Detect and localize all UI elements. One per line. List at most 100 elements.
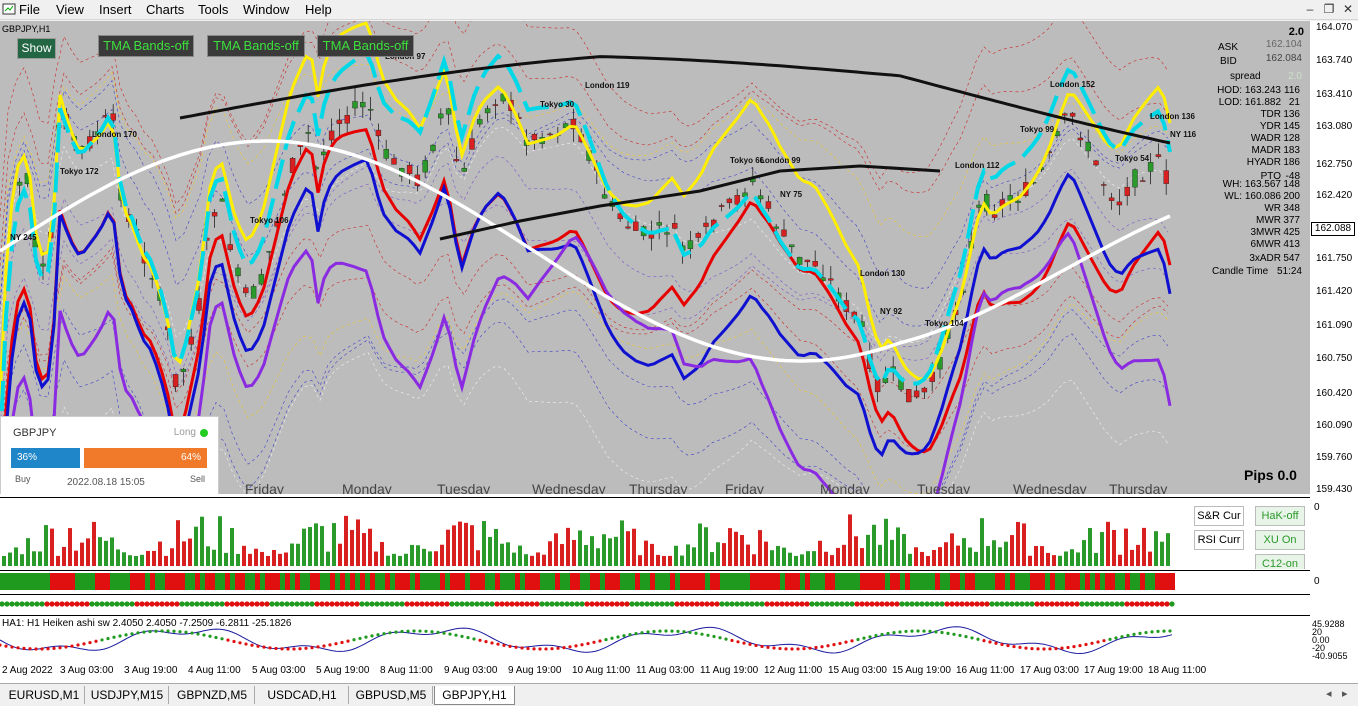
- trend-cell: [370, 573, 375, 590]
- close-icon[interactable]: ✕: [1342, 2, 1354, 16]
- ha-dot: [190, 631, 194, 635]
- trend-cell: [450, 573, 455, 590]
- trend-dot: [969, 601, 975, 607]
- trend-cell: [250, 573, 255, 590]
- menu-view[interactable]: View: [56, 2, 84, 17]
- trend-dot: [89, 601, 95, 607]
- xu-on-button[interactable]: XU On: [1255, 530, 1305, 550]
- ha-dot: [538, 647, 542, 651]
- trend-cell: [715, 573, 720, 590]
- menu-charts[interactable]: Charts: [146, 2, 185, 17]
- hak-off-button[interactable]: HaK-off: [1255, 506, 1305, 526]
- restore-icon[interactable]: ❐: [1323, 2, 1335, 16]
- minimize-icon[interactable]: –: [1306, 2, 1314, 16]
- tma-bands-button-1[interactable]: TMA Bands-off: [98, 35, 194, 57]
- ha-dot: [160, 629, 164, 633]
- trend-cell: [870, 573, 875, 590]
- trend-cell: [1140, 573, 1145, 590]
- menu-window[interactable]: Window: [243, 2, 290, 17]
- rsi-curr-button[interactable]: RSI Curr: [1194, 530, 1244, 550]
- white-ma-line: [0, 139, 1171, 363]
- trend-cell: [810, 573, 815, 590]
- trend-cell: [220, 573, 225, 590]
- histogram-bar: [410, 544, 414, 566]
- trend-cell: [865, 573, 870, 590]
- info-row-value: 116: [1284, 85, 1300, 96]
- trend-cell: [910, 573, 915, 590]
- trend-cell: [345, 573, 350, 590]
- histogram-bar: [1130, 549, 1134, 566]
- session-label: London 152: [1050, 80, 1095, 89]
- histogram-bar: [440, 544, 444, 566]
- c12-on-button[interactable]: C12-on: [1255, 554, 1305, 569]
- trend-cell: [890, 573, 895, 590]
- sr-cur-button[interactable]: S&R Cur: [1194, 506, 1244, 526]
- histogram-bar: [770, 550, 774, 566]
- trend-dot: [834, 601, 840, 607]
- candle-body: [874, 378, 881, 393]
- tab-gbpusd-m5[interactable]: GBPUSD,M5: [350, 686, 433, 704]
- tab-usdjpy-m15[interactable]: USDJPY,M15: [86, 686, 169, 704]
- histogram-bar: [524, 554, 528, 566]
- trend-dot: [654, 601, 660, 607]
- tab-gbpnzd-m5[interactable]: GBPNZD,M5: [170, 686, 255, 704]
- ha-dot: [766, 645, 770, 649]
- dot-strip-subwindow[interactable]: [0, 594, 1310, 613]
- info-row: HYADR 186: [1198, 157, 1308, 169]
- trend-strip-subwindow[interactable]: [0, 570, 1310, 592]
- trend-cell: [780, 573, 785, 590]
- candle-body: [570, 118, 577, 130]
- histogram-bar: [926, 555, 930, 566]
- tab-usdcad-h1[interactable]: USDCAD,H1: [256, 686, 349, 704]
- main-price-chart[interactable]: London 170 Tokyo 106 NY 245 Tokyo 172 London…: [0, 21, 1310, 494]
- ha-axis-label: 20: [1312, 627, 1323, 637]
- histogram-bar: [104, 540, 108, 566]
- price-axis[interactable]: 164.070 163.740 163.410 163.080 162.750 162.4…: [1310, 21, 1358, 681]
- tab-scroll-right-icon[interactable]: ▸: [1342, 688, 1348, 700]
- session-label: London 130: [860, 269, 905, 278]
- ha-dot: [346, 639, 350, 643]
- tma-bands-button-3[interactable]: TMA Bands-off: [317, 35, 414, 57]
- trend-cell: [1100, 573, 1105, 590]
- show-button[interactable]: Show: [17, 38, 56, 59]
- ha-dot: [1018, 645, 1022, 650]
- tma-bands-button-2[interactable]: TMA Bands-off: [207, 35, 305, 57]
- heiken-ashi-subwindow[interactable]: HA1: H1 Heiken ashi sw 2.4050 2.4050 -7.…: [0, 615, 1310, 660]
- ha-dot: [880, 632, 884, 637]
- trend-dot: [529, 601, 535, 607]
- histogram-bar: [566, 527, 570, 566]
- histogram-bar: [512, 552, 516, 566]
- trend-dot: [1104, 601, 1110, 607]
- menu-insert[interactable]: Insert: [99, 2, 132, 17]
- info-row: 6MWR 413: [1198, 239, 1308, 251]
- candle-body: [344, 115, 350, 124]
- trend-cell: [295, 573, 300, 590]
- trend-dot: [729, 601, 735, 607]
- black-ma-line: [179, 55, 1171, 145]
- menu-tools[interactable]: Tools: [198, 2, 229, 17]
- trend-cell: [300, 573, 305, 590]
- trend-dot: [159, 601, 165, 607]
- candle-body: [703, 222, 709, 227]
- info-row-key: PTO: [1260, 171, 1281, 182]
- trend-dot: [134, 601, 140, 607]
- trend-cell: [420, 573, 425, 590]
- trend-dot: [444, 601, 450, 607]
- tab-scroll-left-icon[interactable]: ◂: [1326, 688, 1332, 700]
- sentiment-widget: GBPJPY Long 36% 64% Buy 2022.08.18 15:05…: [0, 416, 219, 494]
- trend-cell: [665, 573, 670, 590]
- trend-dot: [124, 601, 130, 607]
- trend-dot: [474, 601, 480, 607]
- trend-cell: [70, 573, 75, 590]
- ha-dot: [544, 647, 548, 651]
- histogram-bar: [308, 527, 312, 566]
- ha-dot: [370, 634, 374, 638]
- ha-dot: [964, 635, 968, 639]
- menu-help[interactable]: Help: [305, 2, 332, 17]
- tab-gbpjpy-h1[interactable]: GBPJPY,H1: [434, 686, 515, 705]
- trend-cell: [125, 573, 130, 590]
- tab-eurusd-m1[interactable]: EURUSD,M1: [4, 686, 85, 704]
- histogram-subwindow[interactable]: S&R Cur HaK-off RSI Curr XU On C12-on: [0, 497, 1310, 569]
- histogram-bar: [458, 521, 462, 566]
- menu-file[interactable]: File: [19, 2, 40, 17]
